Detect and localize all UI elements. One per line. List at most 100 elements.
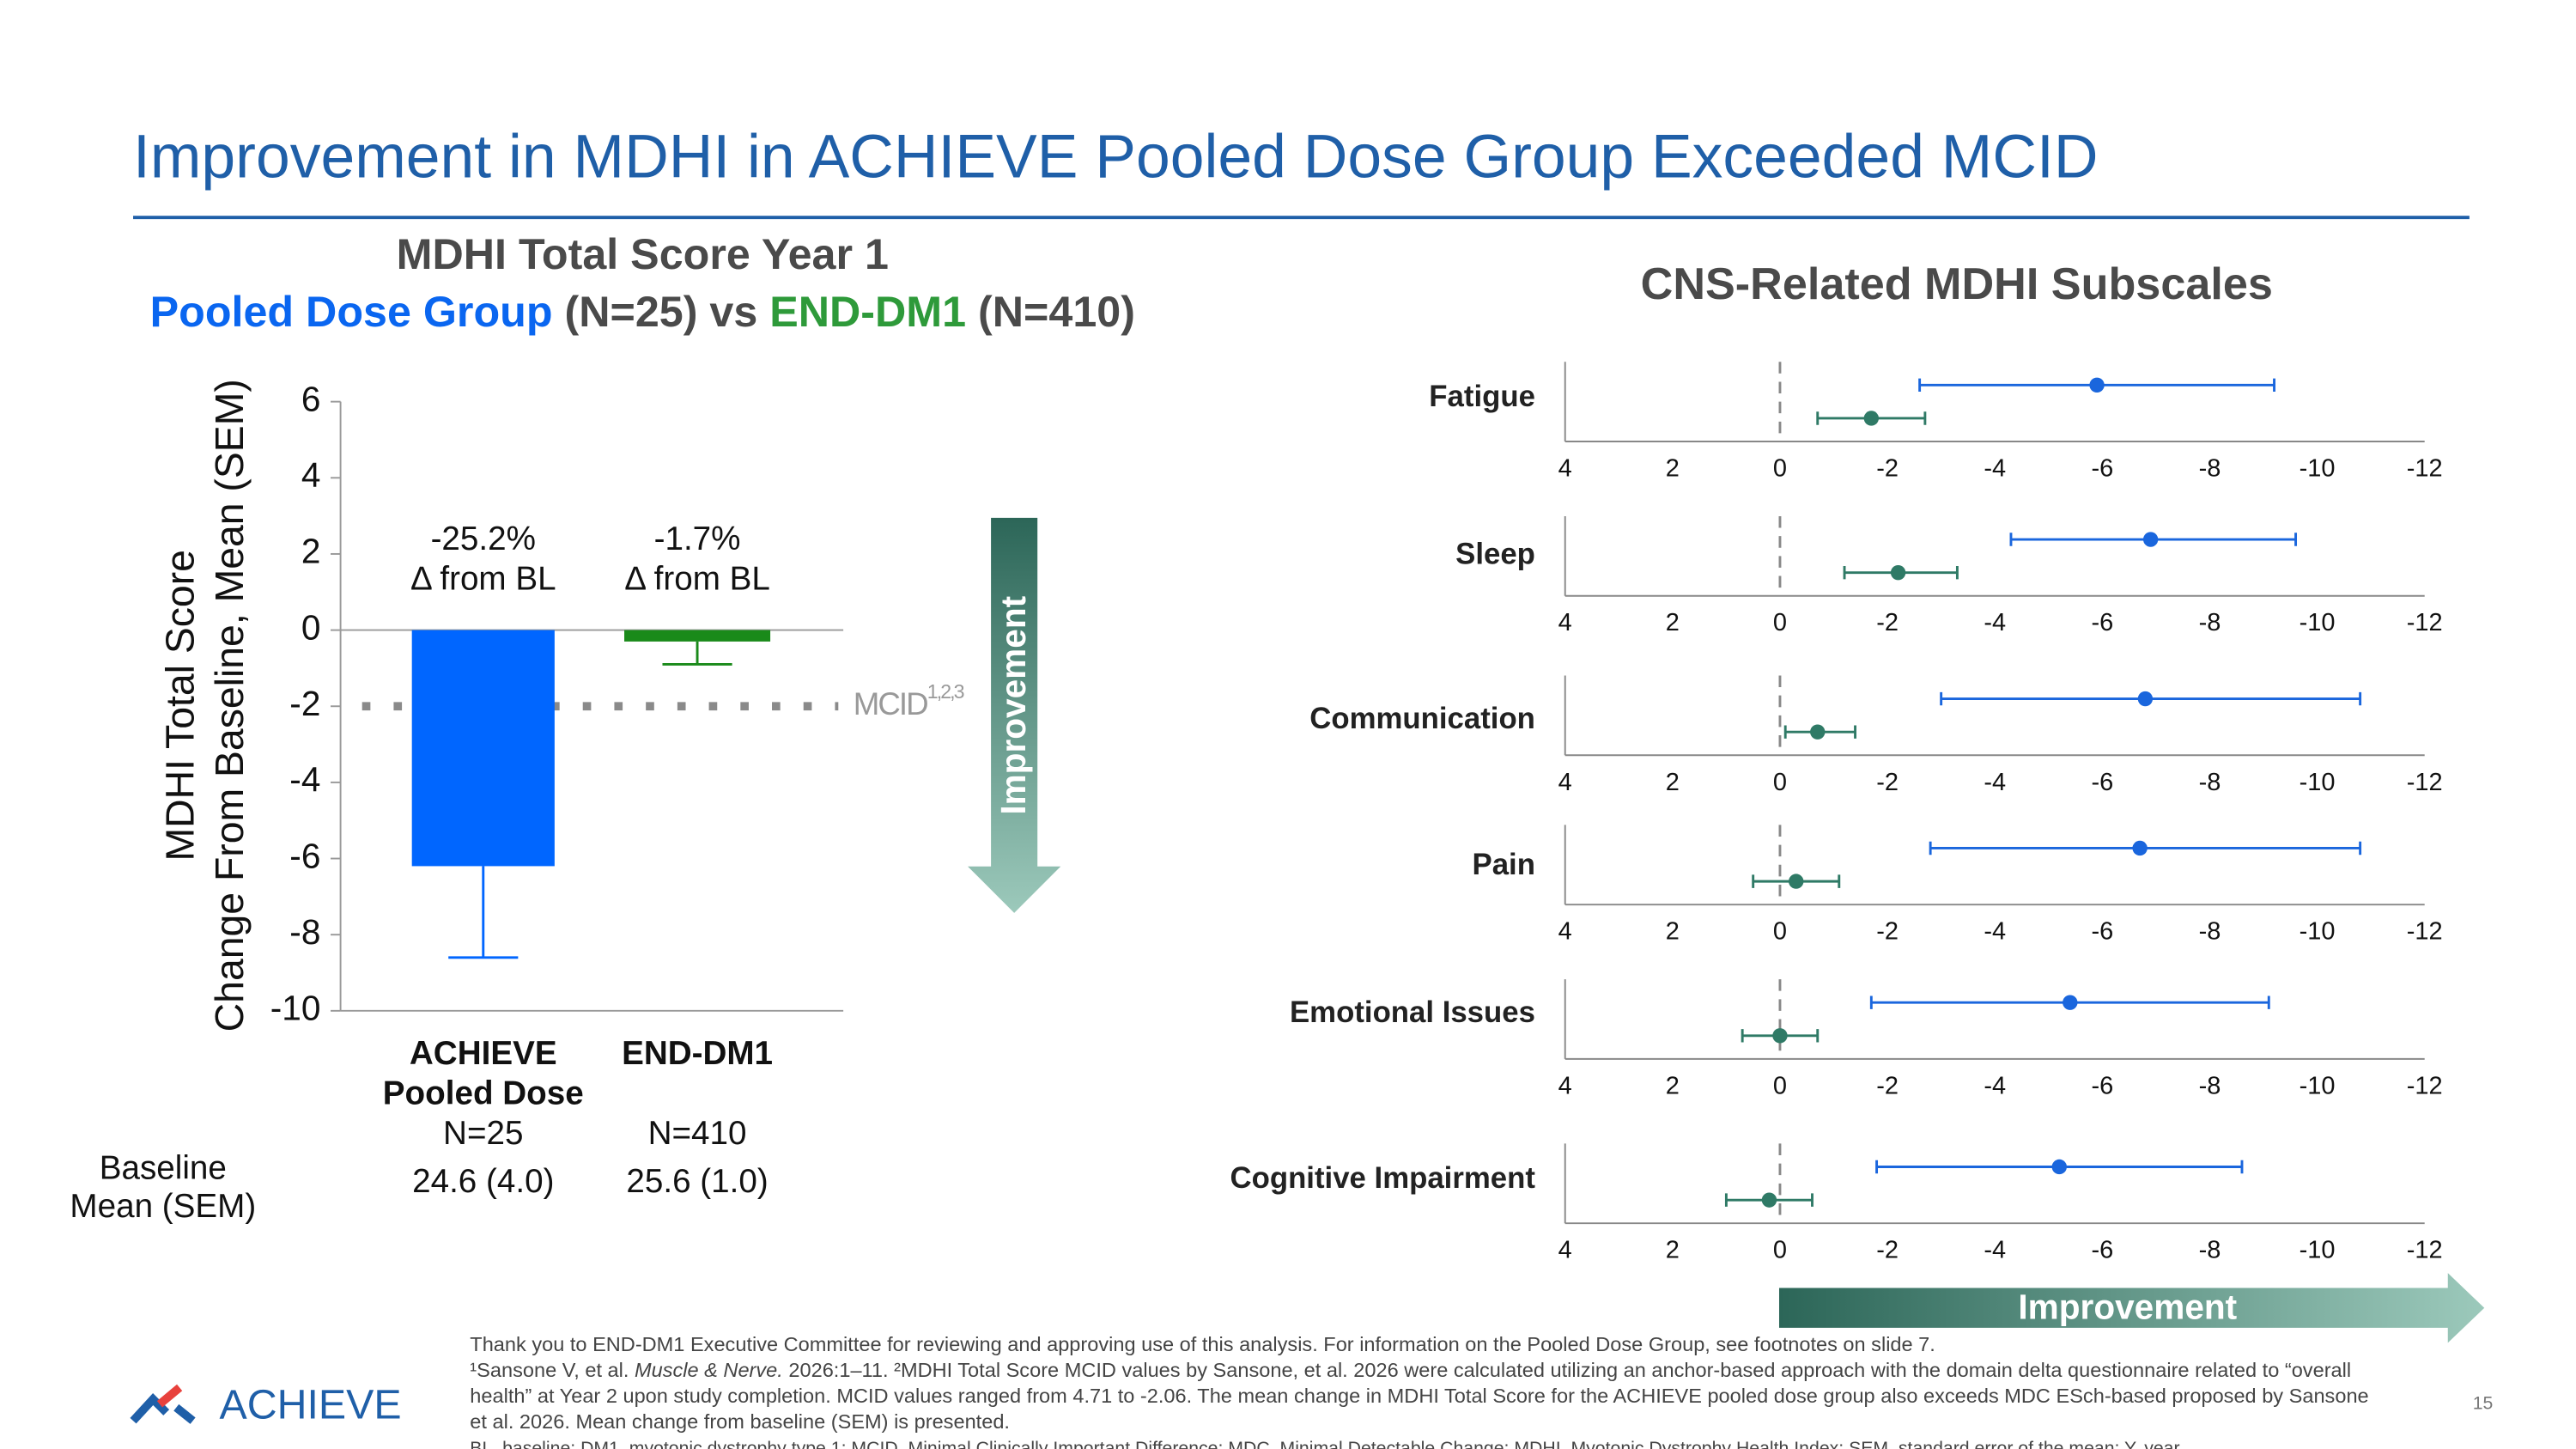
x-tick-label: -10 <box>2300 918 2336 946</box>
point-estimate <box>1810 724 1826 740</box>
bar-annotation: Δ from BL <box>410 561 556 598</box>
x-tick-label: -4 <box>1984 918 2006 946</box>
chart-title: MDHI Total Score Year 1 <box>397 230 889 278</box>
x-tick-label: Pooled Dose <box>383 1075 584 1112</box>
x-tick-label: 2 <box>1666 455 1680 483</box>
x-tick-label: 4 <box>1558 1072 1572 1099</box>
bar-annotation: -25.2% <box>431 521 536 557</box>
x-tick-label: -6 <box>2091 918 2113 946</box>
x-tick-label: 2 <box>1666 769 1680 796</box>
logo-icon <box>130 1384 196 1424</box>
x-tick-label: 0 <box>1773 918 1787 946</box>
x-tick-label: END-DM1 <box>622 1035 773 1072</box>
mcid-text: MCID <box>854 686 927 721</box>
x-tick-label: -8 <box>2199 455 2221 483</box>
subtitle-part: Pooled Dose Group <box>150 288 553 336</box>
y-tick-label: 6 <box>301 379 321 418</box>
subscale-label: Pain <box>1473 849 1535 881</box>
x-tick-label: -8 <box>2199 769 2221 796</box>
baseline-value: 24.6 (4.0) <box>412 1163 554 1200</box>
subtitle-part: END-DM1 <box>769 288 966 336</box>
x-tick-label: -4 <box>1984 769 2006 796</box>
x-tick-label: -6 <box>2091 769 2113 796</box>
baseline-label: Mean (SEM) <box>70 1188 256 1225</box>
subscale-label: Communication <box>1309 703 1535 735</box>
error-bar <box>448 866 519 959</box>
point-estimate <box>1789 874 1804 889</box>
x-tick-label: 4 <box>1558 609 1572 636</box>
x-tick-label: -6 <box>2091 609 2113 636</box>
x-tick-label: -6 <box>2091 455 2113 483</box>
point-estimate <box>1772 1028 1788 1044</box>
footnote-part: ¹Sansone V, et al. <box>470 1359 635 1381</box>
x-tick-label: -2 <box>1876 1237 1899 1264</box>
mcid-superscript: 1,2,3 <box>927 680 964 703</box>
point-estimate <box>1761 1192 1777 1208</box>
y-tick-label: 0 <box>301 607 321 647</box>
x-tick-label: 4 <box>1558 455 1572 483</box>
point-estimate <box>2142 532 2159 547</box>
y-tick-label: 4 <box>301 455 321 495</box>
subscale-label: Emotional Issues <box>1290 996 1535 1029</box>
x-tick-label: -6 <box>2091 1237 2113 1264</box>
point-estimate <box>2132 840 2148 856</box>
n-label: N=25 <box>443 1115 523 1152</box>
error-bar <box>662 641 732 666</box>
x-tick-label: -8 <box>2199 609 2221 636</box>
x-tick-label: -4 <box>1984 1237 2006 1264</box>
x-tick-label: 4 <box>1558 769 1572 796</box>
x-tick-label: -4 <box>1984 1072 2006 1099</box>
footnote: health” at Year 2 upon study completion.… <box>470 1385 2368 1407</box>
footnote-part: 2026:1–11. ²MDHI Total Score MCID values… <box>783 1359 2351 1381</box>
subscale-label: Sleep <box>1455 539 1535 571</box>
x-tick-label: -2 <box>1876 455 1899 483</box>
x-tick-label: 4 <box>1558 1237 1572 1264</box>
x-tick-label: 2 <box>1666 1237 1680 1264</box>
y-tick-label: -10 <box>270 989 321 1028</box>
point-estimate <box>2051 1159 2067 1175</box>
y-tick-label: 2 <box>301 532 321 571</box>
baseline-label: Baseline <box>100 1150 227 1187</box>
footnote-part: et al. 2026. Mean change from baseline (… <box>470 1410 1010 1433</box>
x-tick-label: 0 <box>1773 455 1787 483</box>
y-tick-label: -2 <box>289 684 320 723</box>
x-tick-label: -12 <box>2407 1072 2443 1099</box>
x-tick-label: 4 <box>1558 918 1572 946</box>
footnote: Thank you to END-DM1 Executive Committee… <box>470 1333 1935 1355</box>
mcid-label: MCID1,2,3 <box>854 680 964 721</box>
x-tick-label: 0 <box>1773 1237 1787 1264</box>
footnote: et al. 2026. Mean change from baseline (… <box>470 1410 1010 1433</box>
x-tick-label: 2 <box>1666 1072 1680 1099</box>
x-tick-label: -10 <box>2300 1237 2336 1264</box>
bar <box>624 630 771 642</box>
point-estimate <box>2089 377 2105 393</box>
subscale-label: Cognitive Impairment <box>1230 1162 1535 1195</box>
point-estimate <box>2137 691 2154 707</box>
x-tick-label: -10 <box>2300 769 2336 796</box>
y-axis-label: Change From Baseline, Mean (SEM) <box>207 379 252 1032</box>
x-tick-label: -2 <box>1876 769 1899 796</box>
baseline-value: 25.6 (1.0) <box>626 1163 768 1200</box>
y-tick-label: -4 <box>289 760 320 800</box>
y-axis-label: MDHI Total Score <box>157 550 202 861</box>
subtitle-part: (N=410) <box>966 288 1135 336</box>
x-tick-label: -12 <box>2407 1237 2443 1264</box>
bar <box>411 630 555 867</box>
x-tick-label: -8 <box>2199 918 2221 946</box>
x-tick-label: -8 <box>2199 1072 2221 1099</box>
x-tick-label: 0 <box>1773 769 1787 796</box>
x-tick-label: -8 <box>2199 1237 2221 1264</box>
footnote-part: health” at Year 2 upon study completion.… <box>470 1385 2368 1407</box>
x-tick-label: -2 <box>1876 1072 1899 1099</box>
x-tick-label: 0 <box>1773 609 1787 636</box>
point-estimate <box>1863 411 1880 426</box>
x-tick-label: ACHIEVE <box>410 1035 557 1072</box>
point-estimate <box>1890 564 1906 581</box>
x-tick-label: -10 <box>2300 1072 2336 1099</box>
x-tick-label: -12 <box>2407 455 2443 483</box>
improvement-arrow <box>968 517 1061 913</box>
chart-title: CNS-Related MDHI Subscales <box>1641 259 2273 309</box>
logo-text: ACHIEVE <box>220 1381 402 1428</box>
footnote-part: Thank you to END-DM1 Executive Committee… <box>470 1333 1935 1355</box>
